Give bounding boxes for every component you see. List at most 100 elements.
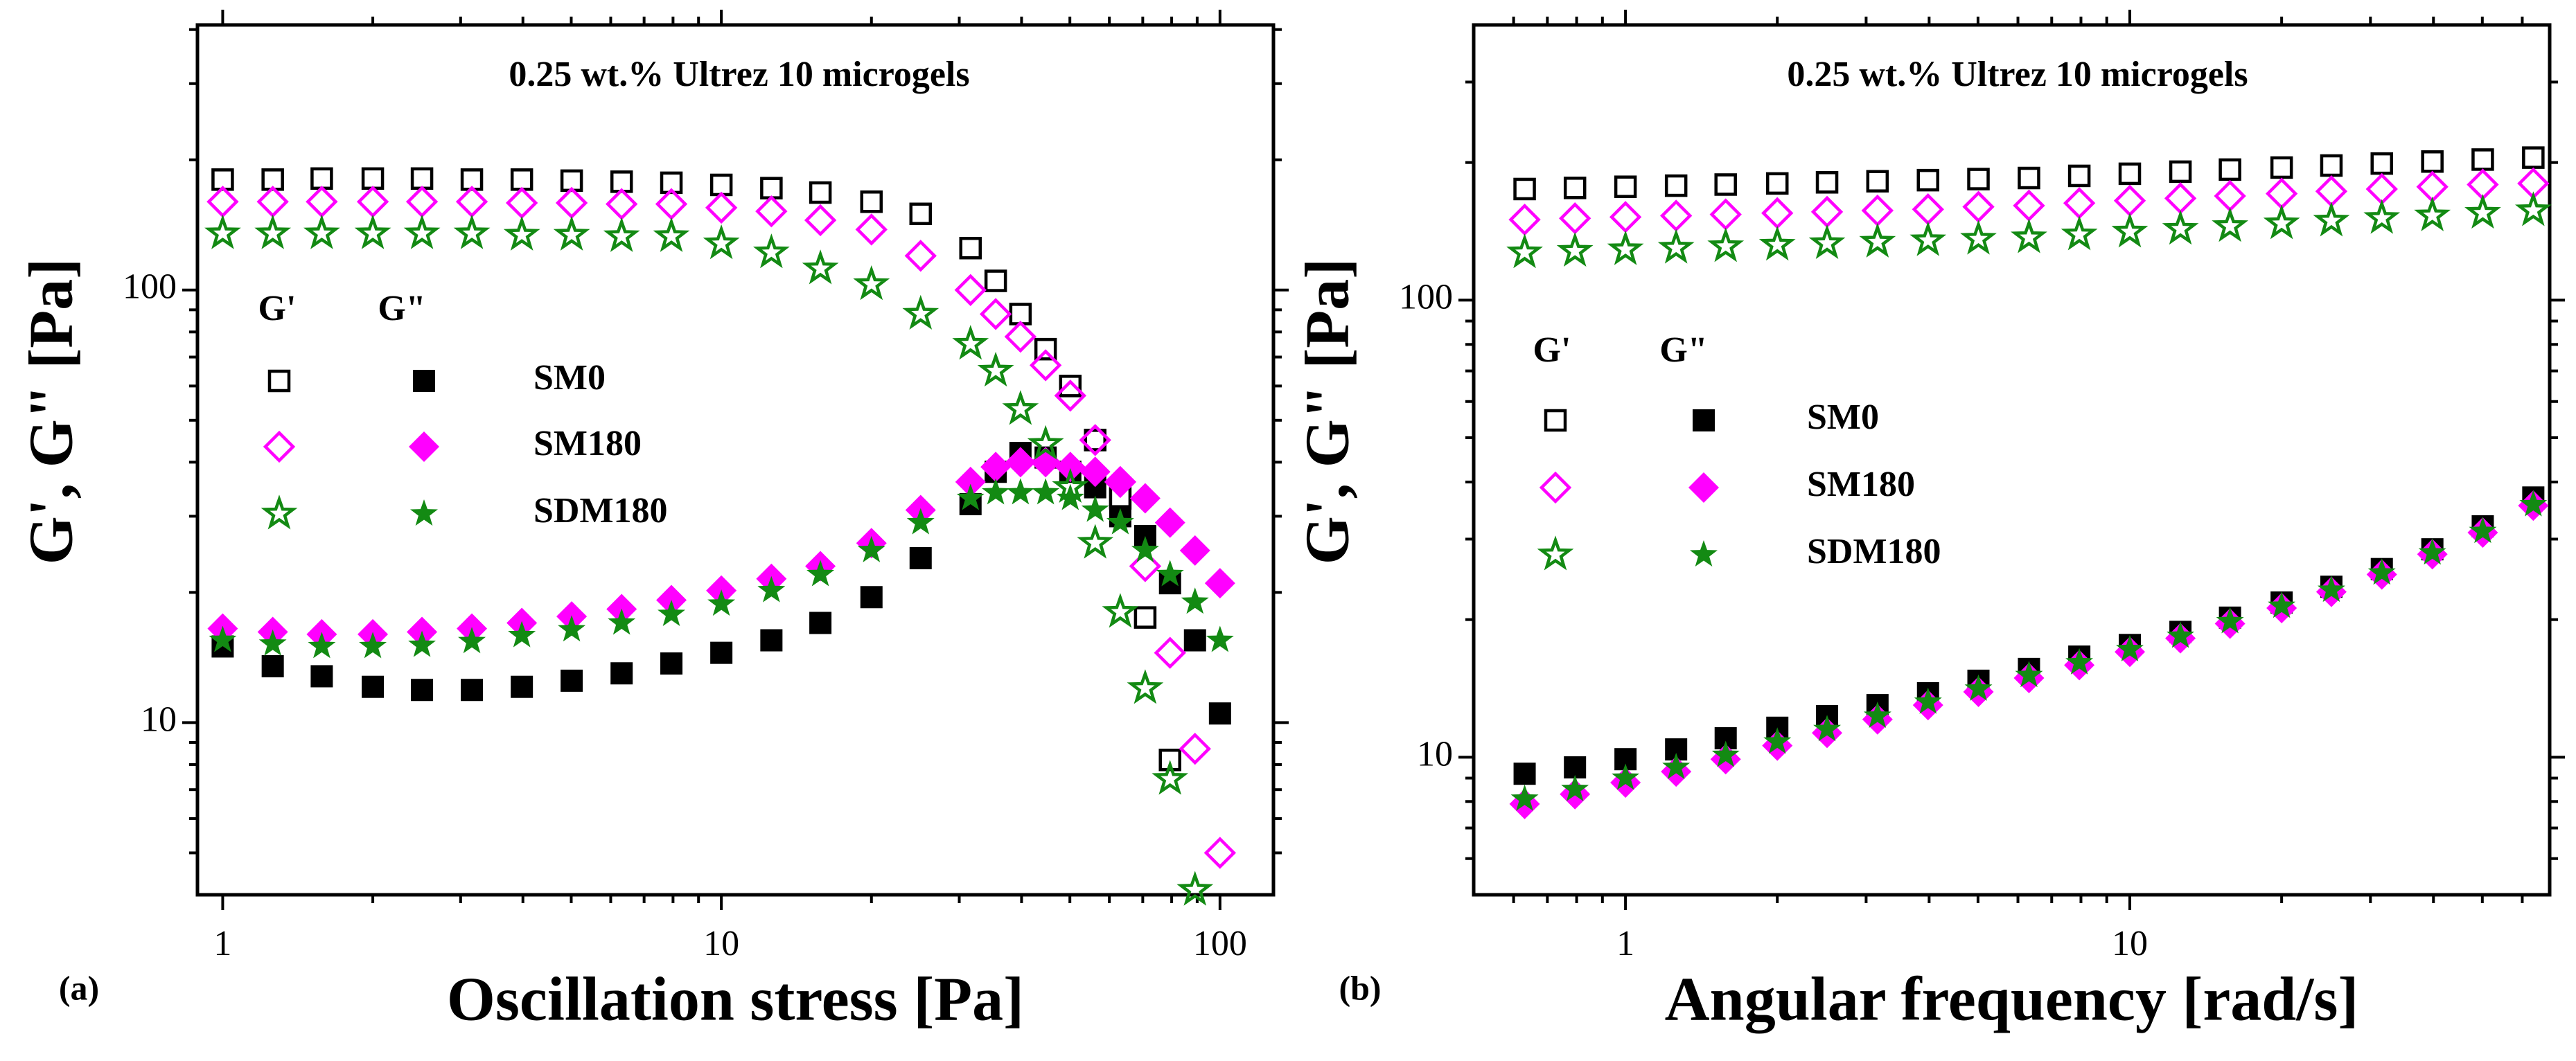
data-point: [977, 351, 1014, 387]
data-point: [809, 612, 832, 634]
data-point: [804, 204, 837, 237]
data-point: [2212, 207, 2249, 242]
legend-label: SM0: [533, 358, 606, 398]
data-point: [1815, 171, 1839, 194]
data-point: [2519, 490, 2548, 517]
data-point: [1859, 222, 1896, 258]
data-point: [1081, 495, 1109, 522]
data-point: [760, 629, 783, 652]
data-point: [2061, 215, 2098, 251]
data-point: [853, 265, 890, 301]
data-point: [956, 483, 985, 510]
data-point: [308, 632, 336, 659]
data-point: [1204, 568, 1235, 599]
data-point: [1763, 727, 1792, 754]
data-point: [558, 615, 586, 642]
data-point: [909, 202, 933, 226]
x-axis-title: Oscillation stress [Pa]: [447, 965, 1024, 1034]
data-point: [705, 191, 738, 224]
data-point: [1084, 429, 1106, 452]
data-point: [2063, 187, 2096, 220]
legend-marker: [409, 431, 439, 462]
data-point: [2263, 204, 2300, 240]
data-point: [955, 466, 986, 497]
data-point: [1077, 524, 1114, 559]
data-point: [1967, 168, 1990, 190]
data-point: [2013, 189, 2045, 222]
data-point: [2317, 576, 2345, 603]
data-point: [1203, 837, 1237, 869]
data-point: [1711, 740, 1740, 767]
data-point: [1863, 701, 1891, 728]
data-point: [2116, 634, 2144, 661]
legend-label: SM180: [533, 424, 642, 463]
data-point: [1612, 763, 1640, 790]
data-point: [2011, 218, 2047, 253]
data-point: [405, 186, 439, 218]
legend-marker: [1690, 540, 1718, 567]
data-point: [610, 662, 633, 685]
data-point: [902, 294, 939, 330]
data-point: [952, 325, 989, 360]
legend-marker: [410, 499, 438, 526]
data-point: [2218, 158, 2241, 181]
y-tick-label: 100: [1399, 277, 1453, 316]
data-point: [2065, 648, 2094, 675]
data-point: [1614, 175, 1637, 198]
data-point: [1055, 452, 1086, 483]
data-point: [2367, 558, 2396, 585]
data-point: [1607, 230, 1644, 265]
data-point: [2268, 591, 2296, 618]
data-point: [1154, 507, 1185, 538]
data-point: [1564, 756, 1587, 779]
data-point: [1034, 337, 1057, 361]
data-point: [1563, 177, 1587, 199]
data-point: [1861, 194, 1894, 227]
data-point: [1106, 508, 1134, 535]
data-point: [511, 675, 533, 698]
data-point: [2315, 175, 2348, 208]
data-point: [802, 249, 839, 285]
y-tick-label: 10: [1417, 734, 1453, 774]
data-point: [458, 627, 486, 654]
data-point: [806, 560, 835, 587]
data-point: [2265, 177, 2298, 210]
data-point: [209, 625, 237, 652]
data-point: [261, 655, 284, 678]
data-point: [505, 186, 538, 220]
data-point: [1508, 203, 1541, 236]
data-point: [1559, 202, 1591, 235]
data-point: [461, 679, 484, 702]
data-point: [362, 675, 385, 698]
data-point: [1808, 224, 1846, 260]
data-point: [2111, 213, 2149, 248]
data-point: [653, 217, 690, 252]
data-point: [904, 240, 937, 272]
data-point: [1129, 550, 1162, 582]
data-point: [359, 632, 387, 659]
data-point: [857, 535, 885, 562]
legend-label: SDM180: [533, 491, 668, 530]
data-point: [1131, 535, 1159, 562]
data-point: [411, 679, 434, 702]
legend-marker: [267, 369, 291, 393]
data-point: [1158, 749, 1181, 772]
data-point: [608, 608, 636, 635]
data-point: [906, 508, 935, 535]
data-point: [1664, 174, 1688, 197]
data-point: [1513, 177, 1536, 201]
data-point: [1156, 560, 1184, 587]
data-point: [1561, 774, 1589, 801]
data-point: [979, 298, 1012, 330]
data-point: [2313, 202, 2350, 237]
data-point: [757, 576, 786, 603]
plot-frame: [1472, 23, 2552, 897]
annotation: 0.25 wt.% Ultrez 10 microgels: [509, 55, 969, 94]
data-point: [855, 213, 888, 246]
data-point: [1765, 172, 1789, 195]
data-point: [1916, 168, 1940, 192]
data-point: [860, 190, 883, 213]
data-point: [2018, 166, 2040, 190]
data-point: [1914, 687, 1942, 714]
